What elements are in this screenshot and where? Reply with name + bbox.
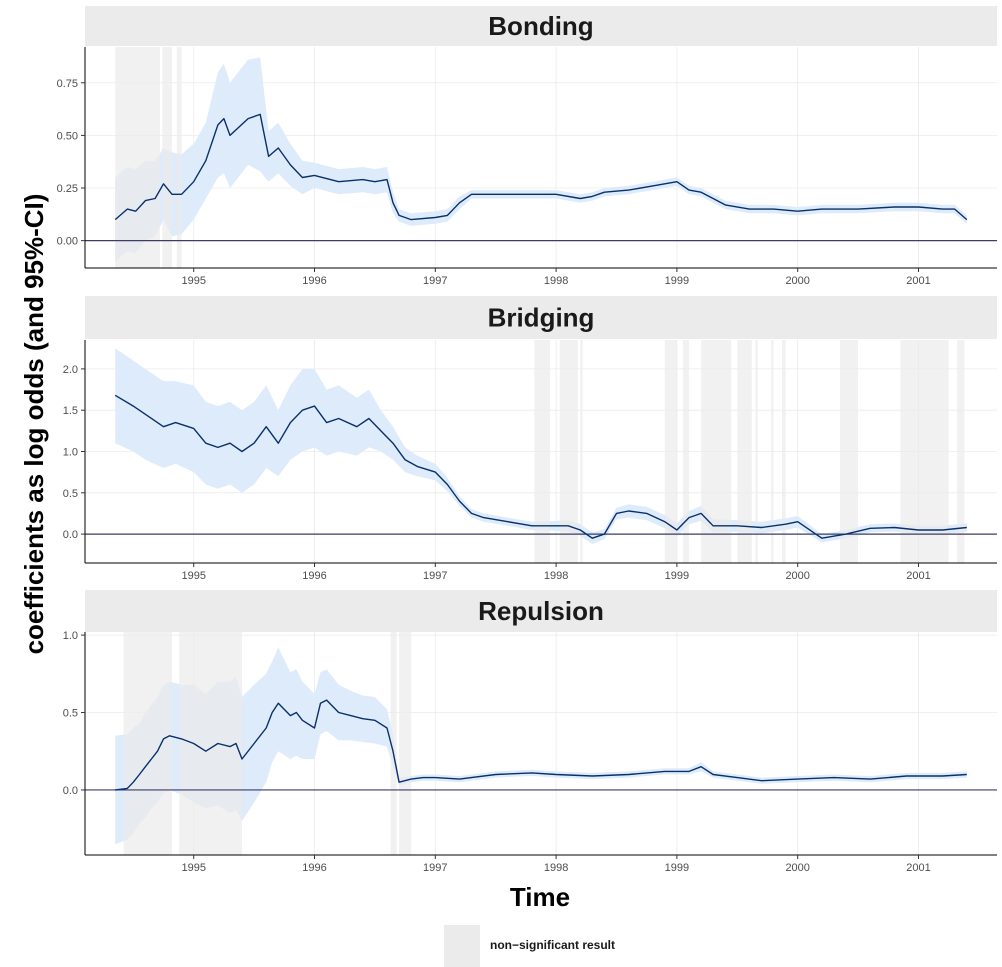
nonsignificant-range xyxy=(737,340,752,563)
nonsignificant-range xyxy=(123,632,172,855)
y-tick-label: 0.0 xyxy=(63,785,78,797)
x-tick-label: 1999 xyxy=(665,275,689,287)
nonsignificant-range xyxy=(179,632,243,855)
nonsignificant-range xyxy=(771,340,774,563)
nonsignificant-range xyxy=(534,340,551,563)
panel-repulsion: Repulsion 0.0 0.5 1.0 1995 1996 1997 1998 1999 20… xyxy=(63,590,997,874)
x-tick-label: 1995 xyxy=(181,275,205,287)
y-tick-label: 0.50 xyxy=(57,130,78,142)
x-tick-label: 2001 xyxy=(906,275,930,287)
nonsignificant-range xyxy=(115,47,160,268)
x-tick-label: 1998 xyxy=(544,862,568,874)
nonsignificant-range xyxy=(900,340,949,563)
x-tick-label: 1998 xyxy=(544,570,568,582)
x-tick-label: 1998 xyxy=(544,275,568,287)
y-tick-label: 0.00 xyxy=(57,236,78,248)
nonsignificant-range xyxy=(390,632,397,855)
y-tick-label: 0.75 xyxy=(57,78,78,90)
legend: non−significant result xyxy=(444,925,615,967)
x-tick-label: 2001 xyxy=(906,862,930,874)
confidence-ribbon xyxy=(115,57,967,262)
x-tick-label: 1996 xyxy=(302,570,326,582)
y-tick-label: 0.5 xyxy=(63,488,78,500)
strip-background xyxy=(85,6,997,46)
strip-background xyxy=(85,590,997,632)
coefficient-line xyxy=(114,113,968,221)
x-tick-label: 1995 xyxy=(181,570,205,582)
nonsignificant-range xyxy=(682,340,689,563)
panel-title: Bridging xyxy=(488,303,595,333)
nonsignificant-range xyxy=(399,632,412,855)
nonsignificant-range xyxy=(957,340,965,563)
x-tick-label: 1999 xyxy=(665,570,689,582)
x-tick-label: 2001 xyxy=(906,570,930,582)
y-tick-label: 1.0 xyxy=(63,630,78,642)
x-tick-label: 2000 xyxy=(785,570,809,582)
x-tick-label: 1996 xyxy=(302,275,326,287)
confidence-ribbon xyxy=(115,647,967,845)
plot-area xyxy=(85,340,997,563)
panel-title: Bonding xyxy=(488,11,593,41)
y-tick-label: 2.0 xyxy=(63,364,78,376)
x-tick-label: 1996 xyxy=(302,862,326,874)
coefficient-line xyxy=(115,699,967,791)
y-tick-label: 1.5 xyxy=(63,405,78,417)
confidence-ribbon xyxy=(115,348,967,544)
y-tick-label: 1.0 xyxy=(63,447,78,459)
nonsignificant-range xyxy=(559,340,578,563)
y-axis-title: coefficients as log odds (and 95%-CI) xyxy=(19,194,49,655)
y-tick-label: 0.25 xyxy=(57,183,78,195)
panel-bonding: Bonding 0.00 0.25 0.50 0.75 1995 1996 1997 1998 1… xyxy=(57,6,997,287)
x-tick-label: 1999 xyxy=(665,862,689,874)
legend-label-nonsig: non−significant result xyxy=(490,938,615,952)
nonsignificant-range xyxy=(664,340,677,563)
panels-layer: Bonding 0.00 0.25 0.50 0.75 1995 1996 1997 1998 1… xyxy=(57,6,997,874)
strip-background xyxy=(85,296,997,339)
nonsignificant-range xyxy=(162,47,172,268)
y-tick-label: 0.0 xyxy=(63,529,78,541)
plot-area xyxy=(85,47,997,268)
nonsignificant-range xyxy=(781,340,786,563)
x-tick-label: 1995 xyxy=(181,862,205,874)
x-tick-label: 2000 xyxy=(785,275,809,287)
x-tick-label: 1997 xyxy=(423,275,447,287)
x-tick-label: 1997 xyxy=(423,862,447,874)
coefficient-line xyxy=(114,394,967,539)
nonsignificant-range xyxy=(839,340,859,563)
panel-title: Repulsion xyxy=(478,596,604,626)
x-tick-label: 1997 xyxy=(423,570,447,582)
nonsignificant-range xyxy=(755,340,758,563)
plot-area xyxy=(85,632,997,855)
legend-key-nonsig xyxy=(444,925,480,967)
nonsignificant-range xyxy=(176,47,182,268)
x-axis-title: Time xyxy=(510,882,570,912)
x-tick-label: 2000 xyxy=(785,862,809,874)
nonsignificant-range xyxy=(701,340,732,563)
panel-bridging: Bridging 0.0 0.5 1.0 1.5 2.0 1995 1996 1997 1998 1… xyxy=(63,296,997,582)
nonsignificant-range xyxy=(580,340,583,563)
y-tick-label: 0.5 xyxy=(63,708,78,720)
